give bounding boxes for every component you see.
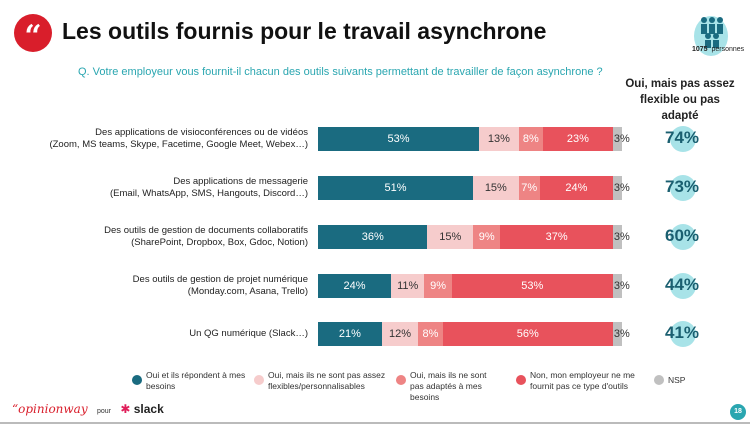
bar-segment: 9% — [424, 274, 452, 298]
divider — [0, 422, 750, 424]
bar-segment: 9% — [473, 225, 501, 249]
data-label: 13% — [487, 133, 510, 145]
data-label: 3% — [613, 280, 630, 292]
data-label: 53% — [387, 133, 410, 145]
bar-segment: 8% — [518, 127, 543, 151]
totals-header: Oui, mais pas assez flexible ou pas adap… — [625, 78, 735, 122]
bar-segment: 53% — [451, 274, 613, 298]
data-label: 3% — [613, 133, 630, 145]
data-label: 23% — [566, 133, 589, 145]
data-label: 7% — [521, 182, 538, 194]
people-icon — [690, 12, 734, 58]
bar-segment: 3% — [612, 176, 630, 200]
data-label: 56% — [516, 328, 539, 340]
bar-segment: 13% — [479, 127, 519, 151]
quote-icon: “ — [14, 14, 52, 54]
bar-segment: 36% — [318, 225, 428, 249]
data-label: 15% — [484, 182, 507, 194]
total-label: 73% — [662, 175, 702, 201]
bar-segment: 12% — [381, 322, 419, 346]
data-label: 3% — [613, 231, 630, 243]
bar-segment: 3% — [612, 127, 630, 151]
category-label: Un QG numérique (Slack…) — [189, 328, 308, 339]
legend-item: Non, mon employeur ne me fournit pas ce … — [516, 370, 640, 392]
data-label: 9% — [430, 280, 447, 292]
data-label: 51% — [384, 182, 407, 194]
bar-segment: 15% — [473, 176, 519, 200]
footer-brand: “opinionway pour ✱ slack — [12, 402, 164, 416]
bar-segment: 56% — [442, 322, 613, 346]
bar-segment: 8% — [418, 322, 443, 346]
category-label: Des applications de visioconférences ou … — [49, 127, 308, 150]
legend-item: Oui, mais ils ne sont pas assez flexible… — [254, 370, 386, 392]
legend-item: NSP — [654, 375, 685, 386]
legend-item: Oui, mais ils ne sont pas adaptés à mes … — [396, 370, 502, 403]
bar-segment: 21% — [318, 322, 382, 346]
total-label: 44% — [662, 273, 702, 299]
bar-segment: 3% — [612, 225, 630, 249]
data-label: 15% — [439, 231, 462, 243]
bar-segment: 53% — [318, 127, 480, 151]
page-number: 18 — [730, 404, 746, 420]
data-label: 37% — [545, 231, 568, 243]
data-label: 36% — [361, 231, 384, 243]
data-label: 8% — [522, 133, 539, 145]
data-label: 21% — [338, 328, 361, 340]
total-label: 74% — [662, 126, 702, 152]
page-title: Les outils fournis pour le travail async… — [62, 18, 547, 44]
data-label: 24% — [343, 280, 366, 292]
bar-segment: 24% — [318, 274, 391, 298]
bar-segment: 37% — [500, 225, 613, 249]
legend-item: Oui et ils répondent à mes besoins — [132, 370, 246, 392]
slack-logo-icon: ✱ — [120, 402, 131, 416]
bar-segment: 3% — [612, 322, 630, 346]
category-label: Des applications de messagerie (Email, Wh… — [110, 176, 308, 199]
data-label: 8% — [422, 328, 439, 340]
data-label: 12% — [389, 328, 412, 340]
bar-segment: 23% — [542, 127, 613, 151]
bar-segment: 3% — [612, 274, 630, 298]
data-label: 24% — [565, 182, 588, 194]
question: Q. Votre employeur vous fournit-il chacu… — [78, 66, 603, 78]
bar-segment: 7% — [518, 176, 540, 200]
total-label: 60% — [662, 224, 702, 250]
category-label: Des outils de gestion de documents colla… — [104, 225, 308, 248]
bar-segment: 24% — [539, 176, 613, 200]
data-label: 53% — [521, 280, 544, 292]
bar-segment: 51% — [318, 176, 474, 200]
data-label: 3% — [613, 182, 630, 194]
sample-size: 1075 personnes — [692, 46, 745, 53]
total-label: 41% — [662, 321, 702, 347]
data-label: 11% — [397, 280, 419, 292]
bar-segment: 11% — [390, 274, 425, 298]
data-label: 3% — [613, 328, 630, 340]
category-label: Des outils de gestion de projet numériqu… — [132, 274, 308, 297]
bar-segment: 15% — [427, 225, 474, 249]
data-label: 9% — [478, 231, 495, 243]
